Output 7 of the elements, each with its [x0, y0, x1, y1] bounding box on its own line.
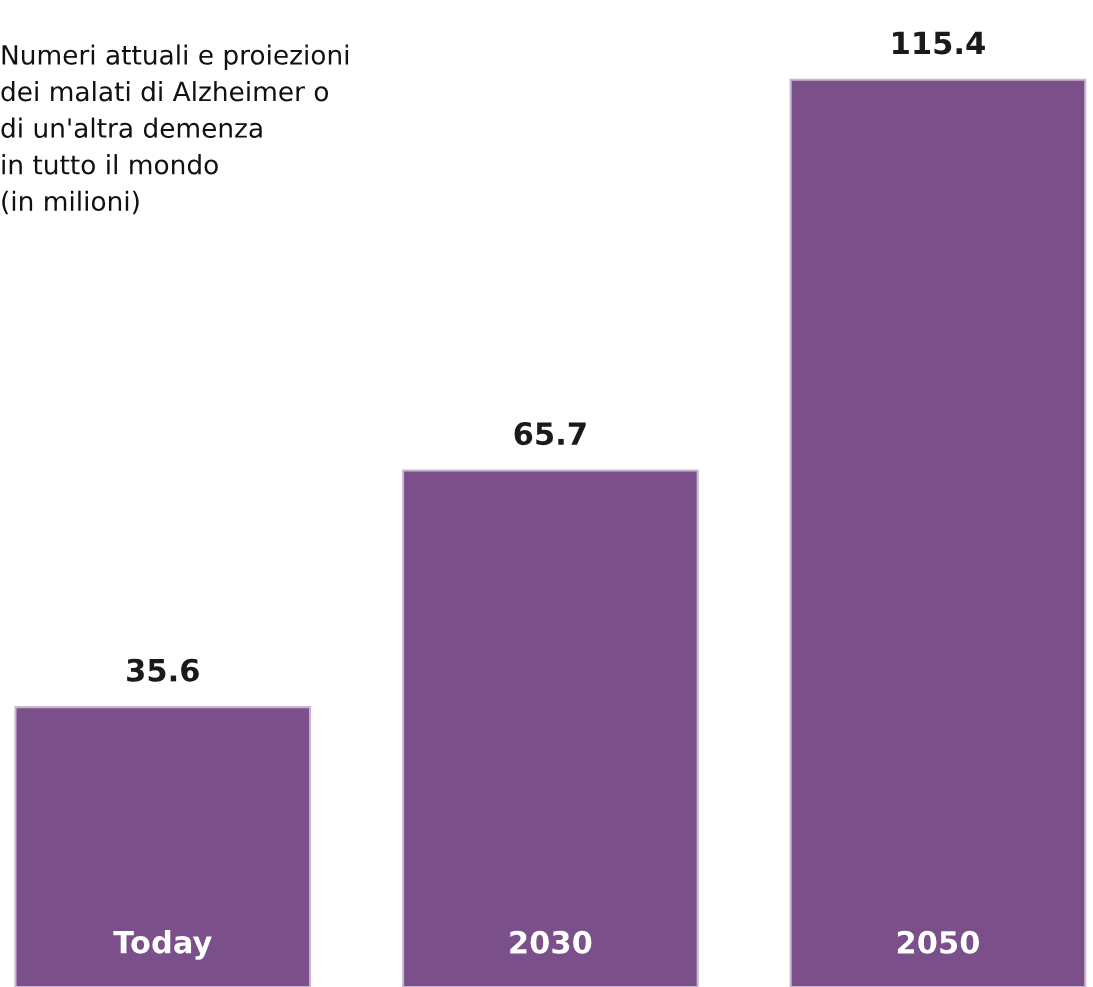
x-tick-label: Today: [113, 929, 212, 960]
x-tick-label: 2050: [897, 930, 980, 954]
text: Numeri attuali e proiezioni dei malati di Alzheimer o di un'altra demenza in tutto il mondo (in milioni): [1, 44, 349, 215]
data-label: 35.6: [127, 658, 199, 682]
x-tick-label: 2030: [510, 930, 592, 954]
data-label: 65.7: [514, 422, 586, 446]
data-label: 115.4: [893, 31, 985, 55]
